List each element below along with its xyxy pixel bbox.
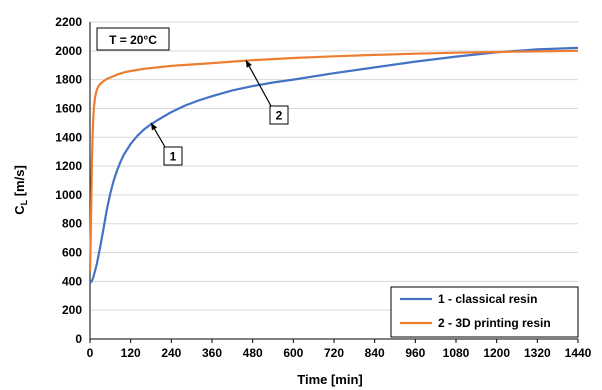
y-tick-label: 600 (62, 246, 82, 260)
callout-label-2: 2 (276, 109, 283, 123)
x-tick-label: 480 (243, 346, 263, 360)
y-axis-title: CL [m/s] (12, 165, 29, 215)
x-tick-label: 720 (324, 346, 344, 360)
y-tick-label: 400 (62, 274, 82, 288)
y-tick-label: 1600 (55, 101, 82, 115)
x-tick-label: 1200 (483, 346, 510, 360)
series-layer (88, 46, 579, 284)
condition-box-frame (96, 27, 170, 51)
series-line-1 (89, 46, 579, 284)
x-tick-label: 960 (405, 346, 425, 360)
y-tick-label: 1200 (55, 159, 82, 173)
y-axis-title-unit: [m/s] (12, 165, 27, 200)
callout-arrowhead-1 (151, 122, 158, 131)
legend-label-classical: 1 - classical resin (438, 292, 537, 306)
y-axis-title-subscript: L (19, 199, 29, 205)
x-tick-label: 840 (365, 346, 385, 360)
callouts: 12 (150, 59, 289, 166)
callout-box-1 (163, 146, 183, 166)
x-axis-title: Time [min] (297, 372, 363, 387)
callout-box-2 (269, 105, 289, 125)
x-tick-label: 1440 (565, 346, 592, 360)
series-line-2 (88, 49, 579, 272)
x-tick-label: 0 (87, 346, 94, 360)
y-tick-label: 1800 (55, 73, 82, 87)
y-tick-label: 2200 (55, 15, 82, 29)
y-tick-label: 1400 (55, 130, 82, 144)
condition-label: T = 20°C (109, 33, 157, 47)
y-axis-title-main: C (12, 205, 27, 215)
legend: 1 - classical resin 2 - 3D printing resi… (390, 286, 579, 338)
y-tick-label: 2000 (55, 44, 82, 58)
y-tick-label: 200 (62, 303, 82, 317)
axes: 0200400600800100012001400160018002000220… (55, 15, 591, 360)
x-tick-label: 1080 (443, 346, 470, 360)
legend-frame (390, 286, 579, 338)
x-tick-label: 1320 (524, 346, 551, 360)
callout-label-1: 1 (170, 150, 177, 164)
y-tick-label: 1000 (55, 188, 82, 202)
callout-arrowhead-2 (245, 60, 252, 68)
x-tick-label: 360 (202, 346, 222, 360)
y-tick-label: 800 (62, 217, 82, 231)
grid (90, 21, 578, 311)
x-tick-label: 600 (283, 346, 303, 360)
condition-box: T = 20°C (96, 27, 170, 51)
x-tick-label: 240 (161, 346, 181, 360)
legend-label-3d-printing: 2 - 3D printing resin (438, 316, 551, 330)
y-tick-label: 0 (75, 332, 82, 346)
callout-arrow-2 (245, 59, 272, 107)
x-tick-label: 120 (121, 346, 141, 360)
